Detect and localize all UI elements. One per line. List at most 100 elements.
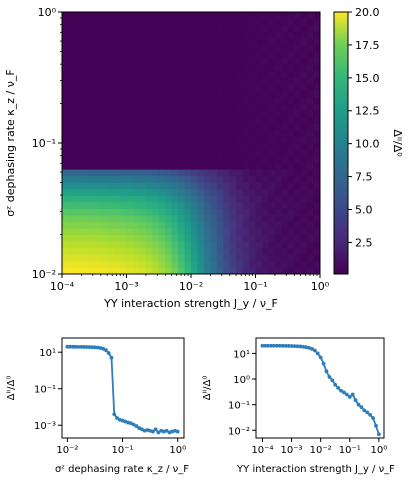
data-point xyxy=(298,344,303,349)
heatmap-cell xyxy=(300,247,308,255)
heatmap-cell xyxy=(178,143,185,150)
heatmap-cell xyxy=(178,123,185,131)
data-point xyxy=(115,416,119,420)
heatmap-cell xyxy=(261,221,269,229)
heatmap-cell xyxy=(126,64,134,72)
heatmap-cell xyxy=(145,143,153,150)
heatmap-cell xyxy=(203,38,211,46)
heatmap-cell xyxy=(113,136,121,144)
heatmap-cell xyxy=(216,31,224,39)
heatmap-cell xyxy=(62,247,69,255)
heatmap-cell xyxy=(62,234,69,242)
heatmap-cell xyxy=(236,267,243,275)
heatmap-cell xyxy=(139,201,147,209)
heatmap-cell xyxy=(158,25,166,33)
heatmap-cell xyxy=(145,123,153,131)
heatmap-cell xyxy=(158,77,166,85)
heatmap-cell xyxy=(126,31,134,39)
x-tick-label: 10⁰ xyxy=(311,280,330,293)
heatmap-cell xyxy=(191,77,198,85)
heatmap-cell xyxy=(152,201,160,209)
heatmap-cell xyxy=(171,110,179,118)
heatmap-cell xyxy=(126,57,134,65)
colorbar-tick-label: 12.5 xyxy=(355,105,380,118)
heatmap-cell xyxy=(223,208,231,216)
heatmap-cell xyxy=(87,169,95,177)
heatmap-cell xyxy=(261,136,269,144)
heatmap-cell xyxy=(145,25,153,33)
heatmap-cell xyxy=(145,234,153,242)
data-point xyxy=(109,355,114,360)
heatmap-cell xyxy=(74,195,82,203)
heatmap-cell xyxy=(191,97,198,105)
heatmap-cell xyxy=(242,18,250,26)
heatmap-cell xyxy=(229,38,237,46)
heatmap-cell xyxy=(229,208,237,216)
heatmap-cell xyxy=(94,110,102,118)
data-point xyxy=(90,345,95,350)
heatmap-cell xyxy=(236,241,243,249)
heatmap-cell xyxy=(62,77,69,85)
heatmap-cell xyxy=(165,215,173,222)
heatmap-cell xyxy=(139,51,147,59)
heatmap-cell xyxy=(229,169,237,177)
heatmap-cell xyxy=(242,188,250,196)
heatmap-cell xyxy=(294,129,302,137)
heatmap-cell xyxy=(300,182,308,190)
heatmap-cell xyxy=(178,267,185,275)
heatmap-cell xyxy=(158,267,166,275)
heatmap-cell xyxy=(107,221,114,229)
heatmap-cell xyxy=(229,129,237,137)
heatmap-cell xyxy=(126,228,134,236)
heatmap-cell xyxy=(178,169,185,177)
heatmap-cells xyxy=(62,12,321,275)
heatmap-cell xyxy=(171,84,179,91)
heatmap-cell xyxy=(191,182,198,190)
heatmap-cell xyxy=(242,31,250,39)
heatmap-cell xyxy=(216,97,224,105)
heatmap-cell xyxy=(68,162,76,170)
heatmap-cell xyxy=(203,241,211,249)
heatmap-cell xyxy=(229,44,237,52)
data-point xyxy=(289,344,294,348)
heatmap-cell xyxy=(184,110,192,118)
heatmap-cell xyxy=(107,116,114,124)
heatmap-cell xyxy=(152,267,160,275)
heatmap-cell xyxy=(132,18,140,26)
heatmap-cell xyxy=(120,247,127,255)
heatmap-cell xyxy=(94,44,102,52)
heatmap-cell xyxy=(236,116,243,124)
heatmap-cell xyxy=(203,77,211,85)
heatmap-cell xyxy=(191,208,198,216)
heatmap-cell xyxy=(236,90,243,98)
heatmap-cell xyxy=(62,156,69,164)
heatmap-cell xyxy=(132,97,140,105)
heatmap-cell xyxy=(229,77,237,85)
heatmap-cell xyxy=(197,123,205,131)
heatmap-cell xyxy=(184,116,192,124)
data-point xyxy=(260,343,265,348)
heatmap-cell xyxy=(81,188,89,196)
heatmap-cell xyxy=(113,90,121,98)
heatmap-cell xyxy=(210,77,218,85)
heatmap-cell xyxy=(62,267,69,275)
heatmap-cell xyxy=(165,110,173,118)
heatmap-cell xyxy=(268,247,276,255)
data-point xyxy=(347,395,352,399)
heatmap-cell xyxy=(210,143,218,150)
heatmap-cell xyxy=(210,110,218,118)
heatmap-cell xyxy=(100,18,108,26)
heatmap-cell xyxy=(229,90,237,98)
heatmap-cell xyxy=(274,201,282,209)
heatmap-cell xyxy=(203,70,211,78)
heatmap-cell xyxy=(261,208,269,216)
heatmap-cell xyxy=(191,188,198,196)
heatmap-cell xyxy=(242,44,250,52)
heatmap-cell xyxy=(261,260,269,268)
heatmap-cell xyxy=(223,116,231,124)
heatmap-cell xyxy=(145,149,153,157)
heatmap-cell xyxy=(62,38,69,46)
heatmap-cell xyxy=(216,162,224,170)
heatmap-cell xyxy=(281,51,289,59)
